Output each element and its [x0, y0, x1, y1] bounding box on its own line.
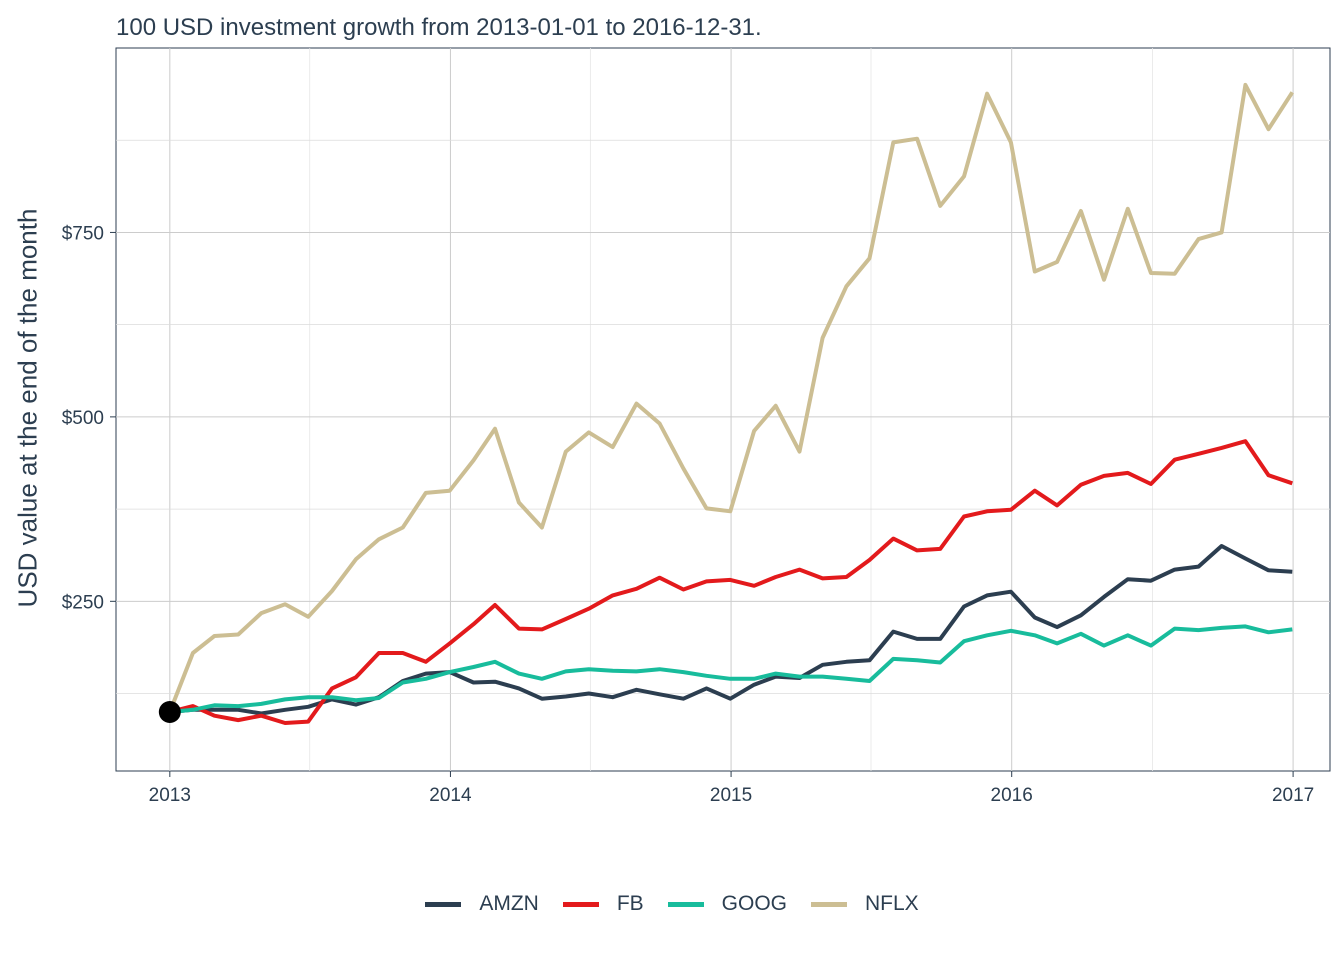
legend-item-fb: FB — [562, 892, 644, 916]
series-line-fb — [169, 439, 1293, 725]
start-point-marker — [158, 700, 181, 723]
legend-label: AMZN — [479, 892, 539, 915]
x-axis: 2013 2014 2015 2016 2017 — [149, 771, 1314, 806]
series-line-nflx — [167, 82, 1294, 713]
legend-label: GOOG — [721, 892, 787, 915]
legend-item-nflx: NFLX — [811, 892, 919, 916]
y-axis: $250 $500 $750 — [62, 223, 116, 613]
series-line-amzn — [169, 544, 1293, 716]
legend: AMZN FB GOOG NFLX — [0, 892, 1344, 916]
chart-title: 100 USD investment growth from 2013-01-0… — [116, 14, 762, 41]
legend-item-goog: GOOG — [667, 892, 787, 916]
legend-item-amzn: AMZN — [425, 892, 539, 916]
plot-panel — [115, 47, 1331, 772]
legend-key — [667, 901, 704, 907]
x-tick-label: 2017 — [1272, 785, 1314, 806]
series-line-goog — [169, 624, 1293, 714]
x-tick-label: 2016 — [991, 785, 1033, 806]
y-tick-label: $250 — [62, 592, 104, 613]
legend-label: NFLX — [865, 892, 919, 915]
x-tick-label: 2014 — [429, 785, 472, 806]
legend-key — [562, 901, 599, 907]
x-tick-label: 2013 — [149, 785, 191, 806]
legend-label: FB — [616, 892, 644, 915]
x-tick-label: 2015 — [710, 785, 752, 806]
y-tick-label: $750 — [62, 223, 104, 244]
series-lines — [158, 82, 1294, 725]
legend-key — [425, 901, 462, 907]
legend-key — [811, 901, 847, 907]
y-tick-label: $500 — [62, 408, 104, 429]
